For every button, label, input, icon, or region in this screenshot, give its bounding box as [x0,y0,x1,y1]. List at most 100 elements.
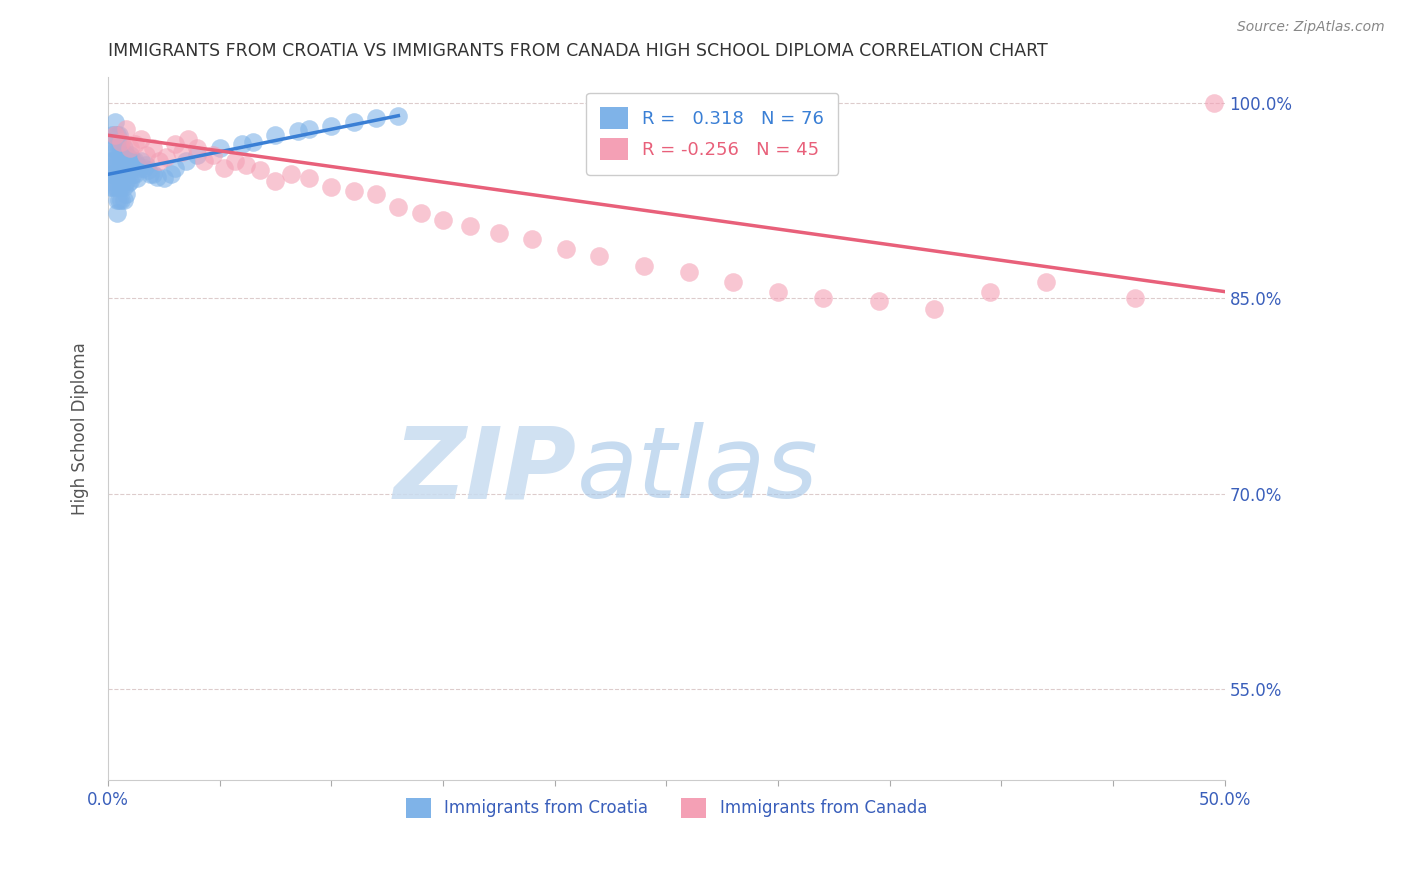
Point [287,124,309,138]
Point [1202,95,1225,110]
Point [110,194,132,208]
Point [120,141,142,155]
Point [104,115,127,129]
Point [249,163,271,178]
Point [868,293,890,308]
Point [264,174,287,188]
Point [364,112,387,126]
Point [142,167,165,181]
Point [105,128,128,143]
Point [387,200,409,214]
Point [108,128,131,143]
Point [1035,276,1057,290]
Point [811,291,834,305]
Point [193,154,215,169]
Point [112,154,135,169]
Point [101,167,124,181]
Point [104,141,127,155]
Point [678,265,700,279]
Point [120,161,142,175]
Point [112,180,135,194]
Point [104,154,127,169]
Point [280,167,302,181]
Point [101,154,124,169]
Point [105,206,128,220]
Point [131,132,153,146]
Point [924,301,946,316]
Point [104,128,127,143]
Point [163,161,186,175]
Text: IMMIGRANTS FROM CROATIA VS IMMIGRANTS FROM CANADA HIGH SCHOOL DIPLOMA CORRELATIO: IMMIGRANTS FROM CROATIA VS IMMIGRANTS FR… [108,42,1047,60]
Point [170,145,193,160]
Point [104,128,127,143]
Point [139,167,162,181]
Point [488,226,510,240]
Point [104,180,127,194]
Point [155,150,177,164]
Point [108,167,131,181]
Point [98,167,121,181]
Point [298,121,321,136]
Point [132,161,155,175]
Point [120,148,142,162]
Point [105,194,128,208]
Point [409,206,432,220]
Point [110,135,132,149]
Point [108,194,131,208]
Point [458,219,481,234]
Point [1125,291,1147,305]
Point [343,184,366,198]
Point [224,154,246,169]
Point [125,158,148,172]
Point [235,158,257,172]
Point [105,141,128,155]
Point [766,285,789,299]
Point [343,115,366,129]
Point [124,154,146,169]
Point [186,148,208,162]
Point [108,154,131,169]
Point [146,169,169,184]
Text: atlas: atlas [576,422,818,519]
Point [112,167,135,181]
Point [128,161,150,175]
Point [364,186,387,201]
Point [105,180,128,194]
Point [554,242,576,256]
Point [104,167,127,181]
Point [117,150,139,164]
Point [98,180,121,194]
Point [387,109,409,123]
Point [101,128,124,143]
Point [321,180,343,194]
Point [110,167,132,181]
Point [112,194,135,208]
Point [124,137,146,152]
Point [110,141,132,155]
Point [522,232,544,246]
Point [115,121,138,136]
Point [101,180,124,194]
Point [136,163,159,178]
Point [174,154,197,169]
Point [115,148,138,162]
Point [163,137,186,152]
Point [115,174,138,188]
Point [125,171,148,186]
Point [121,167,143,181]
Text: ZIP: ZIP [394,422,576,519]
Point [120,174,142,188]
Point [177,132,200,146]
Point [115,161,138,175]
Point [117,163,139,178]
Point [142,141,165,155]
Point [105,154,128,169]
Point [208,141,231,155]
Point [186,141,208,155]
Point [115,186,138,201]
Point [432,213,454,227]
Point [159,167,181,181]
Point [110,180,132,194]
Point [148,154,170,169]
Point [242,135,264,149]
